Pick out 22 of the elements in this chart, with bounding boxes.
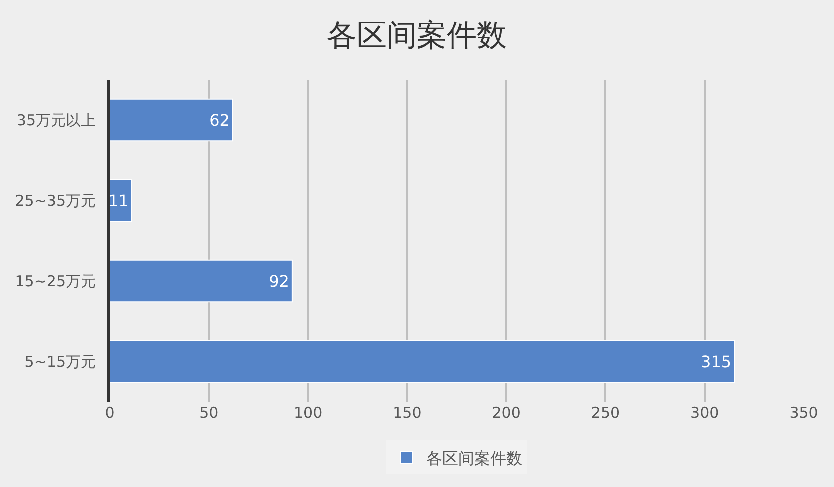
bar	[110, 260, 293, 303]
bar	[110, 179, 132, 222]
data-label: 315	[701, 352, 732, 372]
x-tick-label: 250	[591, 404, 620, 422]
x-tick-label: 0	[105, 404, 115, 422]
data-label: 11	[108, 191, 129, 210]
bar	[110, 340, 736, 384]
x-tick-label: 150	[393, 404, 422, 422]
y-tick-label: 15~25万元	[15, 272, 96, 290]
data-label: 92	[269, 272, 290, 291]
x-tick-label: 50	[200, 404, 219, 422]
x-tick-label: 100	[294, 404, 323, 422]
data-label: 62	[210, 110, 230, 130]
legend-label: 各区间案件数	[426, 448, 522, 468]
y-tick-label: 5~15万元	[24, 353, 96, 371]
x-tick-label: 350	[790, 404, 818, 422]
y-tick-label: 35万元以上	[16, 112, 96, 130]
y-tick-label: 25~35万元	[15, 192, 96, 210]
bar	[110, 98, 234, 142]
x-tick-label: 300	[690, 404, 720, 422]
chart-title: 各区间案件数	[327, 18, 507, 54]
x-tick-label: 200	[492, 404, 521, 422]
